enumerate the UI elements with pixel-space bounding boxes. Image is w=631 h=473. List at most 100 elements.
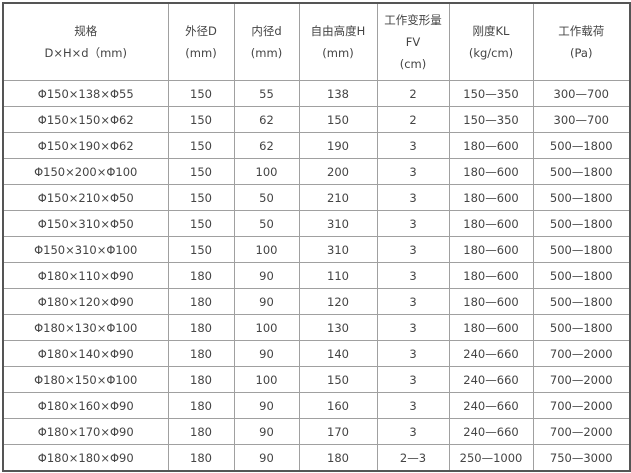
cell-outer-diameter: 150 [167,132,235,159]
cell-work-load: 500—1800 [532,262,631,289]
header-line: 规格 [74,24,98,38]
cell-spec: Φ150×210×Φ50 [2,184,169,211]
cell-work-deformation: 2 [376,106,450,133]
cell-stiffness: 180—600 [448,262,534,289]
cell-stiffness: 240—660 [448,392,534,419]
cell-inner-diameter: 100 [233,314,300,341]
cell-inner-diameter: 100 [233,236,300,263]
table-row: Φ180×130×Φ100 180 100 130 3 180—600 500—1800 [2,314,631,341]
cell-outer-diameter: 150 [167,184,235,211]
header-line: 刚度KL [472,24,510,38]
cell-free-height: 150 [298,366,378,393]
cell-work-load: 300—700 [532,106,631,133]
table-row: Φ180×150×Φ100 180 100 150 3 240—660 700—2000 [2,366,631,393]
cell-inner-diameter: 50 [233,184,300,211]
cell-stiffness: 150—350 [448,80,534,107]
cell-free-height: 110 [298,262,378,289]
header-work-load: 工作载荷 (Pa) [532,2,631,81]
cell-inner-diameter: 90 [233,418,300,445]
cell-stiffness: 180—600 [448,236,534,263]
header-line: (Pa) [570,46,593,60]
cell-work-load: 500—1800 [532,288,631,315]
cell-free-height: 130 [298,314,378,341]
cell-free-height: 150 [298,106,378,133]
table-row: Φ150×310×Φ100 150 100 310 3 180—600 500—1800 [2,236,631,263]
cell-spec: Φ150×138×Φ55 [2,80,169,107]
header-outer-diameter: 外径D (mm) [167,2,235,81]
table-row: Φ150×138×Φ55 150 55 138 2 150—350 300—700 [2,80,631,107]
cell-outer-diameter: 180 [167,418,235,445]
table-row: Φ150×210×Φ50 150 50 210 3 180—600 500—1800 [2,184,631,211]
cell-work-load: 700—2000 [532,392,631,419]
cell-work-deformation: 3 [376,236,450,263]
cell-work-deformation: 3 [376,210,450,237]
cell-work-deformation: 3 [376,262,450,289]
cell-stiffness: 180—600 [448,314,534,341]
cell-stiffness: 240—660 [448,418,534,445]
header-line: 自由高度H [310,24,366,38]
cell-work-deformation: 3 [376,418,450,445]
header-line: 外径D [185,24,217,38]
cell-free-height: 138 [298,80,378,107]
cell-inner-diameter: 90 [233,262,300,289]
cell-spec: Φ150×190×Φ62 [2,132,169,159]
cell-work-deformation: 3 [376,132,450,159]
cell-spec: Φ180×150×Φ100 [2,366,169,393]
table-row: Φ180×160×Φ90 180 90 160 3 240—660 700—2000 [2,392,631,419]
cell-spec: Φ180×170×Φ90 [2,418,169,445]
cell-free-height: 120 [298,288,378,315]
header-line: (mm) [322,46,354,60]
table-row: Φ180×140×Φ90 180 90 140 3 240—660 700—2000 [2,340,631,367]
header-line: D×H×d（mm) [44,46,127,60]
table-row: Φ150×150×Φ62 150 62 150 2 150—350 300—700 [2,106,631,133]
cell-spec: Φ180×130×Φ100 [2,314,169,341]
cell-outer-diameter: 150 [167,158,235,185]
cell-work-load: 700—2000 [532,340,631,367]
cell-work-load: 700—2000 [532,366,631,393]
cell-work-load: 500—1800 [532,210,631,237]
cell-stiffness: 180—600 [448,132,534,159]
header-line: (mm) [185,46,217,60]
cell-work-deformation: 3 [376,366,450,393]
cell-inner-diameter: 90 [233,392,300,419]
cell-spec: Φ180×180×Φ90 [2,444,169,472]
cell-inner-diameter: 100 [233,366,300,393]
cell-outer-diameter: 180 [167,392,235,419]
cell-free-height: 140 [298,340,378,367]
cell-work-deformation: 3 [376,184,450,211]
cell-work-deformation: 3 [376,314,450,341]
cell-free-height: 180 [298,444,378,472]
cell-free-height: 160 [298,392,378,419]
cell-inner-diameter: 62 [233,132,300,159]
header-inner-diameter: 内径d (mm) [233,2,300,81]
header-line: FV [405,35,421,49]
cell-work-deformation: 3 [376,288,450,315]
cell-stiffness: 180—600 [448,288,534,315]
table-row: Φ180×180×Φ90 180 90 180 2—3 250—1000 750—3000 [2,444,631,472]
header-line: 工作载荷 [558,24,605,38]
cell-outer-diameter: 180 [167,314,235,341]
cell-work-deformation: 3 [376,340,450,367]
cell-stiffness: 250—1000 [448,444,534,472]
cell-work-load: 700—2000 [532,418,631,445]
cell-free-height: 200 [298,158,378,185]
header-line: (cm) [399,57,427,71]
cell-outer-diameter: 150 [167,106,235,133]
cell-inner-diameter: 90 [233,444,300,472]
cell-free-height: 190 [298,132,378,159]
cell-inner-diameter: 90 [233,340,300,367]
cell-outer-diameter: 150 [167,236,235,263]
cell-inner-diameter: 55 [233,80,300,107]
cell-spec: Φ150×310×Φ50 [2,210,169,237]
cell-work-load: 500—1800 [532,132,631,159]
cell-spec: Φ180×140×Φ90 [2,340,169,367]
table-row: Φ150×310×Φ50 150 50 310 3 180—600 500—1800 [2,210,631,237]
cell-outer-diameter: 150 [167,80,235,107]
cell-spec: Φ180×120×Φ90 [2,288,169,315]
cell-spec: Φ150×150×Φ62 [2,106,169,133]
cell-outer-diameter: 180 [167,366,235,393]
table-row: Φ180×170×Φ90 180 90 170 3 240—660 700—2000 [2,418,631,445]
cell-spec: Φ150×200×Φ100 [2,158,169,185]
cell-stiffness: 240—660 [448,340,534,367]
cell-work-load: 500—1800 [532,314,631,341]
